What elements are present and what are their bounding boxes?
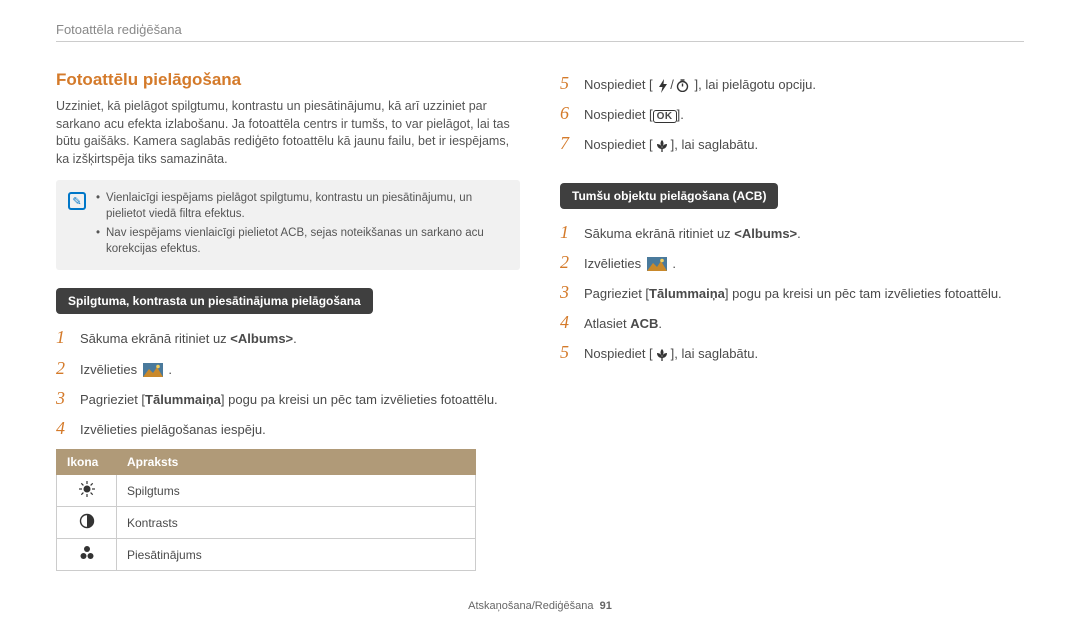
step-text: ], lai saglabātu. bbox=[671, 346, 758, 361]
step-number: 3 bbox=[56, 389, 70, 407]
page-header: Fotoattēla rediģēšana bbox=[56, 22, 1024, 42]
table-cell: Kontrasts bbox=[117, 507, 476, 539]
step-row: 3 Pagrieziet [Tālummaiņa] pogu pa kreisi… bbox=[56, 389, 520, 409]
step-text: Sākuma ekrānā ritiniet uz bbox=[80, 331, 230, 346]
edit-photo-icon bbox=[143, 363, 163, 377]
intro-text: Uzziniet, kā pielāgot spilgtumu, kontras… bbox=[56, 98, 520, 168]
subsection-heading: Spilgtuma, kontrasta un piesātinājuma pi… bbox=[56, 288, 373, 314]
step-bold: <Albums> bbox=[230, 331, 293, 346]
step-number: 6 bbox=[560, 104, 574, 122]
step-text: Izvēlieties bbox=[584, 256, 645, 271]
step-text: Izvēlieties pielāgošanas iespēju. bbox=[80, 419, 520, 439]
step-number: 3 bbox=[560, 283, 574, 301]
step-row: 6 Nospiediet [OK]. bbox=[560, 104, 1024, 124]
step-text: Izvēlieties bbox=[80, 362, 141, 377]
section-title: Fotoattēlu pielāgošana bbox=[56, 70, 520, 90]
step-row: 2 Izvēlieties . bbox=[56, 359, 520, 379]
step-text: . bbox=[168, 362, 172, 377]
step-bold: Tālummaiņa bbox=[145, 392, 221, 407]
table-cell: Spilgtums bbox=[117, 475, 476, 507]
step-row: 1 Sākuma ekrānā ritiniet uz <Albums>. bbox=[56, 328, 520, 348]
macro-icon bbox=[655, 139, 669, 153]
footer-section: Atskaņošana/Rediģēšana bbox=[468, 600, 593, 612]
step-row: 4 Atlasiet ACB. bbox=[560, 313, 1024, 333]
step-text: Sākuma ekrānā ritiniet uz bbox=[584, 226, 734, 241]
page-footer: Atskaņošana/Rediģēšana 91 bbox=[0, 600, 1080, 612]
table-row: Piesātinājums bbox=[57, 539, 476, 571]
step-text: . bbox=[672, 256, 676, 271]
brightness-icon bbox=[57, 475, 117, 507]
step-text: Nospiediet [ bbox=[584, 107, 653, 122]
step-number: 4 bbox=[56, 419, 70, 437]
options-table: Ikona Apraksts Spilgtums bbox=[56, 449, 476, 571]
step-number: 5 bbox=[560, 74, 574, 92]
table-cell: Piesātinājums bbox=[117, 539, 476, 571]
step-row: 4 Izvēlieties pielāgošanas iespēju. bbox=[56, 419, 520, 439]
note-box: ✎ Vienlaicīgi iespējams pielāgot spilgtu… bbox=[56, 180, 520, 270]
timer-icon bbox=[676, 79, 689, 92]
contrast-icon bbox=[57, 507, 117, 539]
saturation-icon bbox=[57, 539, 117, 571]
step-text: Pagrieziet [ bbox=[80, 392, 145, 407]
step-text: . bbox=[293, 331, 297, 346]
step-bold: ACB bbox=[630, 316, 658, 331]
subsection-heading: Tumšu objektu pielāgošana (ACB) bbox=[560, 183, 778, 209]
step-text: Nospiediet [ bbox=[584, 77, 653, 92]
flash-icon bbox=[658, 79, 668, 93]
step-text: ], lai pielāgotu opciju. bbox=[695, 77, 816, 92]
table-row: Spilgtums bbox=[57, 475, 476, 507]
step-number: 4 bbox=[560, 313, 574, 331]
step-row: 2 Izvēlieties . bbox=[560, 253, 1024, 273]
step-row: 3 Pagrieziet [Tālummaiņa] pogu pa kreisi… bbox=[560, 283, 1024, 303]
step-text: Atlasiet bbox=[584, 316, 630, 331]
step-text: ], lai saglabātu. bbox=[671, 137, 758, 152]
step-bold: Tālummaiņa bbox=[649, 286, 725, 301]
step-number: 2 bbox=[560, 253, 574, 271]
step-number: 1 bbox=[560, 223, 574, 241]
step-row: 5 Nospiediet [ / ], lai pielāgotu opciju… bbox=[560, 74, 1024, 94]
note-icon: ✎ bbox=[68, 192, 86, 210]
step-text: ]. bbox=[677, 107, 684, 122]
note-item: Nav iespējams vienlaicīgi pielietot ACB,… bbox=[96, 225, 508, 257]
right-column: 5 Nospiediet [ / ], lai pielāgotu opciju… bbox=[560, 70, 1024, 571]
step-row: 1 Sākuma ekrānā ritiniet uz <Albums>. bbox=[560, 223, 1024, 243]
step-text: Pagrieziet [ bbox=[584, 286, 649, 301]
step-number: 7 bbox=[560, 134, 574, 152]
step-number: 2 bbox=[56, 359, 70, 377]
step-number: 5 bbox=[560, 343, 574, 361]
step-row: 7 Nospiediet [ ], lai saglabātu. bbox=[560, 134, 1024, 154]
table-row: Kontrasts bbox=[57, 507, 476, 539]
page-number: 91 bbox=[600, 600, 612, 612]
step-bold: <Albums> bbox=[734, 226, 797, 241]
table-header: Ikona bbox=[57, 450, 117, 475]
step-text: ] pogu pa kreisi un pēc tam izvēlieties … bbox=[725, 286, 1002, 301]
step-text: . bbox=[797, 226, 801, 241]
note-item: Vienlaicīgi iespējams pielāgot spilgtumu… bbox=[96, 190, 508, 222]
step-row: 5 Nospiediet [ ], lai saglabātu. bbox=[560, 343, 1024, 363]
step-number: 1 bbox=[56, 328, 70, 346]
table-header: Apraksts bbox=[117, 450, 476, 475]
step-text: Nospiediet [ bbox=[584, 137, 653, 152]
step-text: ] pogu pa kreisi un pēc tam izvēlieties … bbox=[221, 392, 498, 407]
ok-button-icon: OK bbox=[653, 110, 677, 123]
step-text: . bbox=[658, 316, 662, 331]
left-column: Fotoattēlu pielāgošana Uzziniet, kā piel… bbox=[56, 70, 520, 571]
macro-icon bbox=[655, 348, 669, 362]
edit-photo-icon bbox=[647, 257, 667, 271]
step-text: Nospiediet [ bbox=[584, 346, 653, 361]
